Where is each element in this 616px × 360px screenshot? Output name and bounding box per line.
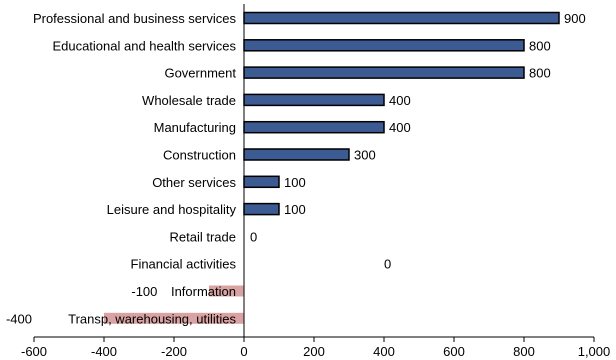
bar-wholesale-trade xyxy=(243,93,385,107)
bar-educational-and-health-services xyxy=(243,39,525,52)
category-label-government: Government xyxy=(164,66,236,81)
value-label-leisure-and-hospitality: 100 xyxy=(284,202,306,217)
bars-group xyxy=(104,11,560,324)
x-tick-label--600: -600 xyxy=(21,344,47,359)
value-label-government: 800 xyxy=(529,66,551,81)
value-label-financial-activities: 0 xyxy=(384,257,391,272)
value-label-wholesale-trade: 400 xyxy=(389,93,411,108)
x-tick-label-600: 600 xyxy=(443,344,465,359)
value-labels-group: 900 800 800 400 400 300 100 100 0 0 -100 -400 xyxy=(6,11,586,326)
bar-government xyxy=(243,66,525,79)
bar-other-services xyxy=(243,175,280,189)
x-tick-label--200: -200 xyxy=(161,344,187,359)
x-tick-label-800: 800 xyxy=(513,344,535,359)
value-label-retail-trade: 0 xyxy=(250,229,257,244)
x-tick-label-1000: 1,000 xyxy=(578,344,611,359)
category-label-professional-and-business-services: Professional and business services xyxy=(33,11,237,26)
x-tick-label-0: 0 xyxy=(240,344,247,359)
category-labels-group: Professional and business services Educat… xyxy=(33,11,237,326)
bar-leisure-and-hospitality xyxy=(243,202,280,216)
value-label-other-services: 100 xyxy=(284,175,306,190)
x-axis: -600 -400 -200 0 200 400 600 800 1,000 xyxy=(21,4,610,359)
bar-transp-warehousing-utilities xyxy=(104,312,244,324)
x-tick-label--400: -400 xyxy=(91,344,117,359)
x-tick-label-200: 200 xyxy=(303,344,325,359)
x-tick-label-400: 400 xyxy=(373,344,395,359)
bar-construction xyxy=(243,148,350,161)
category-label-other-services: Other services xyxy=(152,175,236,190)
category-label-wholesale-trade: Wholesale trade xyxy=(142,93,236,108)
value-label-transp-warehousing-utilities: -400 xyxy=(6,311,32,326)
bar-professional-and-business-services xyxy=(243,11,560,25)
bar-information xyxy=(209,285,244,297)
bar-manufacturing xyxy=(243,120,385,134)
value-label-manufacturing: 400 xyxy=(389,120,411,135)
category-label-educational-and-health-services: Educational and health services xyxy=(52,38,236,53)
category-label-information: Information xyxy=(171,284,236,299)
value-label-educational-and-health-services: 800 xyxy=(529,38,551,53)
category-label-construction: Construction xyxy=(163,148,236,163)
category-label-transp-warehousing-utilities: Transp, warehousing, utilities xyxy=(68,311,236,326)
value-label-information: -100 xyxy=(131,284,157,299)
category-label-leisure-and-hospitality: Leisure and hospitality xyxy=(107,202,237,217)
value-label-professional-and-business-services: 900 xyxy=(564,11,586,26)
value-label-construction: 300 xyxy=(354,148,376,163)
category-label-manufacturing: Manufacturing xyxy=(154,120,236,135)
category-label-financial-activities: Financial activities xyxy=(131,257,237,272)
category-label-retail-trade: Retail trade xyxy=(170,229,236,244)
